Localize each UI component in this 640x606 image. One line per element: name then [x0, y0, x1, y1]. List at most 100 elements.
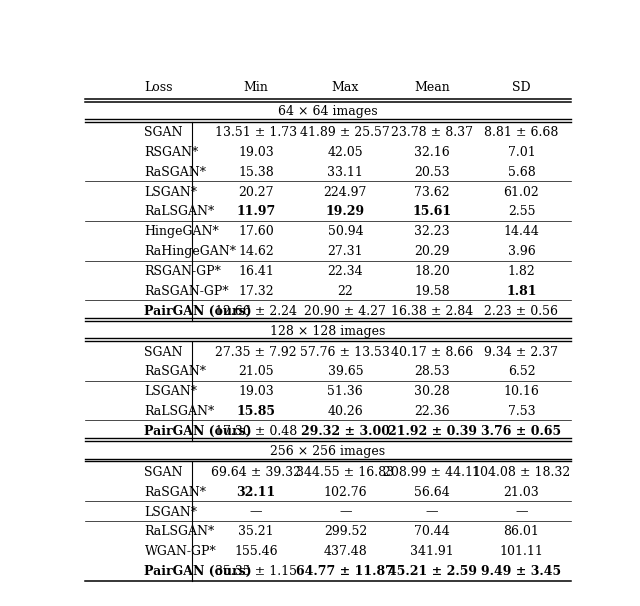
Text: 9.49 ± 3.45: 9.49 ± 3.45	[481, 565, 561, 578]
Text: 20.29: 20.29	[415, 245, 450, 258]
Text: 13.51 ± 1.73: 13.51 ± 1.73	[215, 126, 297, 139]
Text: 15.38: 15.38	[238, 166, 274, 179]
Text: 102.76: 102.76	[324, 485, 367, 499]
Text: 299.52: 299.52	[324, 525, 367, 538]
Text: 21.92 ± 0.39: 21.92 ± 0.39	[388, 425, 477, 438]
Text: 40.26: 40.26	[328, 405, 364, 418]
Text: PairGAN (ours): PairGAN (ours)	[145, 425, 252, 438]
Text: RaSGAN*: RaSGAN*	[145, 166, 207, 179]
Text: 19.03: 19.03	[238, 146, 274, 159]
Text: 15.85: 15.85	[237, 405, 276, 418]
Text: 155.46: 155.46	[234, 545, 278, 558]
Text: SGAN: SGAN	[145, 126, 183, 139]
Text: 50.94: 50.94	[328, 225, 363, 238]
Text: 12.66 ± 2.24: 12.66 ± 2.24	[215, 305, 297, 318]
Text: 39.65: 39.65	[328, 365, 363, 378]
Text: 21.03: 21.03	[504, 485, 540, 499]
Text: 6.52: 6.52	[508, 365, 535, 378]
Text: 9.34 ± 2.37: 9.34 ± 2.37	[484, 345, 559, 359]
Text: 64 × 64 images: 64 × 64 images	[278, 105, 378, 118]
Text: 3.76 ± 0.65: 3.76 ± 0.65	[481, 425, 561, 438]
Text: PairGAN (ours): PairGAN (ours)	[145, 565, 252, 578]
Text: 18.20: 18.20	[414, 265, 450, 278]
Text: 104.08 ± 18.32: 104.08 ± 18.32	[472, 466, 571, 479]
Text: RSGAN-GP*: RSGAN-GP*	[145, 265, 221, 278]
Text: 28.53: 28.53	[414, 365, 450, 378]
Text: 22.34: 22.34	[328, 265, 363, 278]
Text: 22.36: 22.36	[414, 405, 450, 418]
Text: 208.99 ± 44.11: 208.99 ± 44.11	[383, 466, 481, 479]
Text: 8.81 ± 6.68: 8.81 ± 6.68	[484, 126, 559, 139]
Text: LSGAN*: LSGAN*	[145, 185, 198, 199]
Text: 29.32 ± 3.00: 29.32 ± 3.00	[301, 425, 390, 438]
Text: 23.78 ± 8.37: 23.78 ± 8.37	[391, 126, 473, 139]
Text: Max: Max	[332, 81, 359, 94]
Text: —: —	[339, 505, 351, 519]
Text: 128 × 128 images: 128 × 128 images	[270, 325, 386, 338]
Text: 73.62: 73.62	[414, 185, 450, 199]
Text: 19.58: 19.58	[414, 285, 450, 298]
Text: RaSGAN-GP*: RaSGAN-GP*	[145, 285, 229, 298]
Text: WGAN-GP*: WGAN-GP*	[145, 545, 216, 558]
Text: 16.41: 16.41	[238, 265, 274, 278]
Text: 16.38 ± 2.84: 16.38 ± 2.84	[391, 305, 474, 318]
Text: 30.28: 30.28	[414, 385, 450, 398]
Text: 19.29: 19.29	[326, 205, 365, 218]
Text: 35.35 ± 1.15: 35.35 ± 1.15	[215, 565, 297, 578]
Text: 56.64: 56.64	[414, 485, 450, 499]
Text: 3.96: 3.96	[508, 245, 535, 258]
Text: Min: Min	[244, 81, 269, 94]
Text: —: —	[250, 505, 262, 519]
Text: 35.21: 35.21	[238, 525, 274, 538]
Text: 61.02: 61.02	[504, 185, 540, 199]
Text: 10.16: 10.16	[504, 385, 540, 398]
Text: 41.89 ± 25.57: 41.89 ± 25.57	[301, 126, 390, 139]
Text: 17.30 ± 0.48: 17.30 ± 0.48	[215, 425, 297, 438]
Text: 17.60: 17.60	[238, 225, 274, 238]
Text: 19.03: 19.03	[238, 385, 274, 398]
Text: 344.55 ± 16.83: 344.55 ± 16.83	[296, 466, 394, 479]
Text: 14.44: 14.44	[504, 225, 540, 238]
Text: Loss: Loss	[145, 81, 173, 94]
Text: 64.77 ± 11.87: 64.77 ± 11.87	[296, 565, 394, 578]
Text: 21.05: 21.05	[238, 365, 274, 378]
Text: 69.64 ± 39.32: 69.64 ± 39.32	[211, 466, 301, 479]
Text: 15.61: 15.61	[413, 205, 452, 218]
Text: 27.31: 27.31	[328, 245, 363, 258]
Text: 57.76 ± 13.53: 57.76 ± 13.53	[300, 345, 390, 359]
Text: 5.68: 5.68	[508, 166, 535, 179]
Text: 42.05: 42.05	[328, 146, 363, 159]
Text: 45.21 ± 2.59: 45.21 ± 2.59	[388, 565, 477, 578]
Text: 11.97: 11.97	[236, 205, 276, 218]
Text: 17.32: 17.32	[238, 285, 274, 298]
Text: —: —	[426, 505, 438, 519]
Text: 22: 22	[337, 285, 353, 298]
Text: Mean: Mean	[414, 81, 450, 94]
Text: 51.36: 51.36	[328, 385, 364, 398]
Text: RaSGAN*: RaSGAN*	[145, 365, 207, 378]
Text: RaSGAN*: RaSGAN*	[145, 485, 207, 499]
Text: PairGAN (ours): PairGAN (ours)	[145, 305, 252, 318]
Text: RaLSGAN*: RaLSGAN*	[145, 405, 215, 418]
Text: 86.01: 86.01	[504, 525, 540, 538]
Text: 32.23: 32.23	[414, 225, 450, 238]
Text: 20.27: 20.27	[238, 185, 274, 199]
Text: RaLSGAN*: RaLSGAN*	[145, 205, 215, 218]
Text: 32.11: 32.11	[236, 485, 276, 499]
Text: 14.62: 14.62	[238, 245, 274, 258]
Text: RaHingeGAN*: RaHingeGAN*	[145, 245, 237, 258]
Text: 437.48: 437.48	[323, 545, 367, 558]
Text: 1.82: 1.82	[508, 265, 535, 278]
Text: 70.44: 70.44	[414, 525, 450, 538]
Text: 224.97: 224.97	[324, 185, 367, 199]
Text: 27.35 ± 7.92: 27.35 ± 7.92	[215, 345, 297, 359]
Text: 1.81: 1.81	[506, 285, 537, 298]
Text: 2.55: 2.55	[508, 205, 535, 218]
Text: 32.16: 32.16	[414, 146, 450, 159]
Text: 20.90 ± 4.27: 20.90 ± 4.27	[305, 305, 387, 318]
Text: 40.17 ± 8.66: 40.17 ± 8.66	[391, 345, 474, 359]
Text: 33.11: 33.11	[328, 166, 364, 179]
Text: 2.23 ± 0.56: 2.23 ± 0.56	[484, 305, 559, 318]
Text: LSGAN*: LSGAN*	[145, 385, 198, 398]
Text: 256 × 256 images: 256 × 256 images	[271, 445, 385, 458]
